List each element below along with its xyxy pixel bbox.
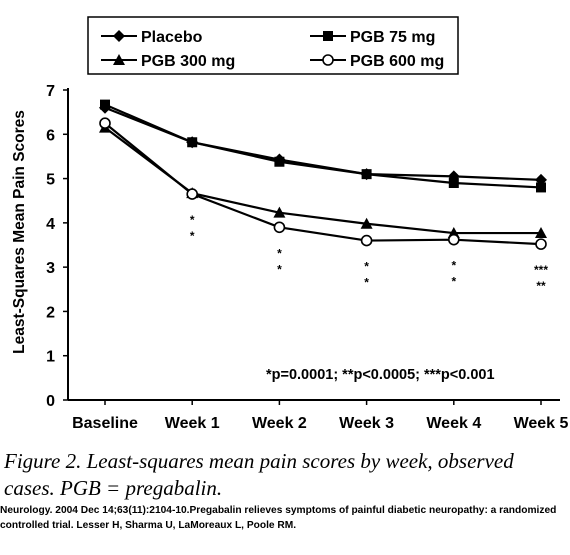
significance-mark: ***	[534, 263, 548, 277]
series-layer	[99, 99, 547, 250]
significance-marks: **** *********	[190, 213, 548, 293]
significance-mark: *	[190, 229, 195, 243]
data-point	[535, 238, 547, 250]
significance-mark: *	[277, 262, 282, 276]
significance-mark: *	[364, 260, 369, 274]
y-tick-label: 0	[46, 393, 55, 410]
x-tick-label: Week 5	[514, 415, 569, 432]
series-line	[104, 126, 541, 235]
data-point	[535, 227, 547, 239]
x-tick-label: Week 4	[426, 415, 481, 432]
data-point	[360, 217, 373, 229]
figure-caption: Figure 2. Least-squares mean pain scores…	[4, 449, 514, 500]
series-line	[104, 103, 542, 189]
data-point	[274, 156, 285, 167]
data-point	[100, 99, 110, 110]
legend: Placebo PGB 75 mg PGB 300 mg PGB 600 mg	[87, 16, 459, 75]
legend-marker	[113, 30, 125, 42]
legend-label: Placebo	[141, 29, 203, 46]
legend-label: PGB 600 mg	[350, 53, 444, 70]
significance-note: *p=0.0001; **p<0.0005; ***p<0.001	[266, 367, 495, 383]
legend-marker	[113, 54, 125, 65]
data-point	[186, 188, 198, 200]
legend-entry: PGB 300 mg	[101, 53, 235, 70]
series-line	[104, 122, 542, 246]
series-pgb-600-mg	[99, 117, 547, 250]
significance-mark: **	[536, 279, 546, 293]
series-pgb-300-mg	[99, 121, 547, 239]
x-tick-label: Baseline	[72, 415, 138, 432]
y-tick-label: 5	[46, 172, 55, 189]
data-point	[273, 206, 286, 218]
x-tick-label: Week 1	[165, 415, 220, 432]
significance-mark: *	[190, 213, 195, 227]
y-tick-label: 4	[46, 216, 55, 233]
citation: Neurology. 2004 Dec 14;63(11):2104-10.Pr…	[0, 505, 557, 531]
data-point	[273, 221, 286, 234]
significance-mark: *	[451, 259, 456, 273]
series-line	[104, 106, 542, 181]
legend-box	[87, 16, 459, 75]
x-tick-label: Week 3	[339, 415, 394, 432]
series-pgb-75-mg	[100, 99, 546, 193]
data-point	[361, 169, 372, 180]
x-tick-label: Week 2	[252, 415, 307, 432]
significance-mark: *	[277, 246, 282, 260]
legend-label: PGB 300 mg	[141, 53, 235, 70]
data-point	[99, 117, 111, 130]
data-point	[536, 182, 546, 193]
legend-marker	[322, 54, 334, 66]
line-chart: Placebo PGB 75 mg PGB 300 mg PGB 600 mg 0 1 2…	[11, 16, 569, 432]
y-tick-label: 7	[46, 83, 55, 100]
chart-axes: 0 1 2 3 4 5 6 7 Baseline Week 1 Week 2 Week 3 Week 4…	[46, 83, 568, 432]
data-point	[448, 178, 459, 188]
legend-marker	[323, 31, 333, 41]
y-tick-label: 1	[46, 349, 55, 366]
legend-entry: Placebo	[101, 29, 203, 46]
data-point	[360, 234, 373, 247]
y-tick-label: 3	[46, 260, 55, 277]
significance-mark: *	[364, 276, 369, 290]
data-point	[447, 233, 460, 246]
legend-entry: PGB 600 mg	[310, 53, 444, 70]
legend-label: PGB 75 mg	[350, 29, 435, 46]
legend-entry: PGB 75 mg	[310, 29, 435, 46]
y-tick-label: 2	[46, 304, 55, 321]
y-tick-label: 6	[46, 127, 55, 144]
significance-mark: *	[451, 275, 456, 289]
y-axis-label: Least-Squares Mean Pain Scores	[11, 110, 28, 354]
data-point	[187, 137, 198, 148]
